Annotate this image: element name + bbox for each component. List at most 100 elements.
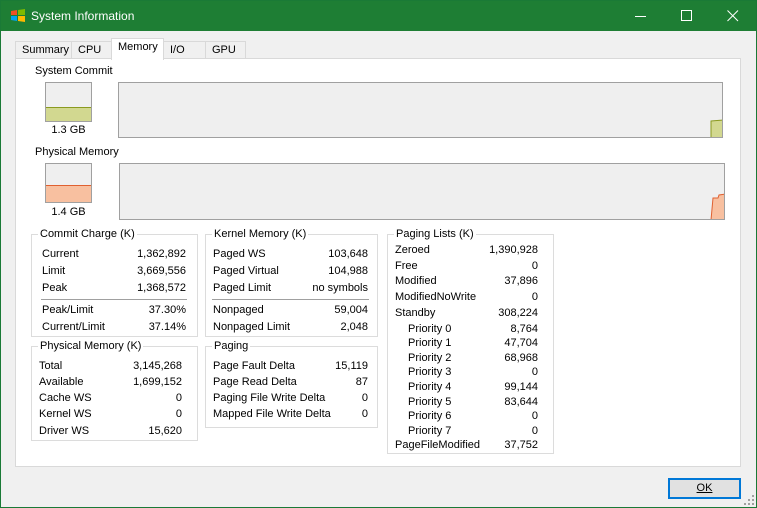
- pl-priority-6-row: Priority 6 0: [388, 409, 553, 423]
- system-commit-history-graph: [118, 82, 723, 138]
- minimize-icon: [635, 16, 646, 17]
- row-value: 1,699,152: [133, 376, 182, 388]
- physical-memory-label: Physical Memory: [35, 146, 119, 158]
- tab-io[interactable]: I/O: [163, 41, 206, 59]
- paging-read-delta-row: Page Read Delta 87: [206, 375, 377, 389]
- row-value: 15,620: [148, 425, 182, 437]
- row-value: 83,644: [504, 396, 538, 408]
- maximize-button[interactable]: [664, 1, 710, 31]
- row-label: Paged WS: [213, 248, 266, 260]
- pl-priority-4-row: Priority 4 99,144: [388, 380, 553, 394]
- row-value: 1,390,928: [489, 244, 538, 256]
- tab-gpu[interactable]: GPU: [205, 41, 246, 59]
- tab-cpu[interactable]: CPU: [71, 41, 112, 59]
- row-value: 0: [175, 408, 182, 420]
- window-title: System Information: [31, 9, 135, 23]
- system-commit-value: 1.3 GB: [51, 124, 86, 136]
- paging-group: Paging Page Fault Delta 15,119 Page Read …: [205, 340, 378, 428]
- tab-label: Summary: [22, 44, 70, 56]
- row-label: Kernel WS: [39, 408, 92, 420]
- row-value: no symbols: [312, 282, 368, 294]
- row-value: 104,988: [328, 265, 368, 277]
- paging-lists-title: Paging Lists (K): [394, 228, 476, 241]
- separator: [212, 299, 369, 300]
- pm-driver-ws-row: Driver WS 15,620: [32, 424, 197, 438]
- system-commit-history-line: [710, 119, 722, 137]
- maximize-icon: [681, 10, 692, 21]
- minimize-button[interactable]: [618, 1, 664, 31]
- row-value: 2,048: [340, 321, 368, 333]
- row-value: 37,896: [504, 275, 538, 287]
- close-icon: [727, 10, 739, 22]
- row-label: Nonpaged: [213, 304, 264, 316]
- row-label: Free: [395, 260, 418, 272]
- pm-cache-ws-row: Cache WS 0: [32, 391, 197, 405]
- system-commit-meter: [45, 82, 92, 122]
- paging-lists-group: Paging Lists (K) Zeroed 1,390,928 Free 0 M…: [387, 228, 554, 454]
- row-value: 3,145,268: [133, 360, 182, 372]
- row-value: 99,144: [504, 381, 538, 393]
- pl-free-row: Free 0: [388, 259, 553, 273]
- separator: [41, 299, 187, 300]
- pl-priority-1-row: Priority 1 47,704: [388, 336, 553, 350]
- km-paged-limit-row: Paged Limit no symbols: [206, 281, 377, 295]
- title-bar[interactable]: System Information: [1, 1, 756, 31]
- row-value: 0: [361, 408, 368, 420]
- row-label: Current/Limit: [42, 321, 105, 333]
- pl-priority-7-row: Priority 7 0: [388, 424, 553, 438]
- physical-memory-value: 1.4 GB: [51, 206, 86, 218]
- tab-label: CPU: [78, 44, 102, 56]
- row-value: 37.30%: [148, 304, 186, 316]
- row-label: Priority 5: [408, 396, 452, 408]
- row-value: 37,752: [504, 439, 538, 451]
- tab-memory[interactable]: Memory: [111, 38, 164, 60]
- pm-kernel-ws-row: Kernel WS 0: [32, 407, 197, 421]
- row-value: 0: [531, 425, 538, 437]
- resize-grip-icon[interactable]: [744, 495, 754, 505]
- row-label: Limit: [42, 265, 66, 277]
- row-value: 0: [531, 366, 538, 378]
- row-value: 0: [531, 260, 538, 272]
- row-label: Paged Limit: [213, 282, 272, 294]
- paging-title: Paging: [212, 340, 251, 353]
- tab-label: I/O: [170, 44, 185, 56]
- close-button[interactable]: [710, 1, 756, 31]
- km-nonpaged-row: Nonpaged 59,004: [206, 303, 377, 317]
- pl-modified-no-write-row: ModifiedNoWrite 0: [388, 290, 553, 304]
- pl-priority-2-row: Priority 2 68,968: [388, 351, 553, 365]
- row-label: Cache WS: [39, 392, 92, 404]
- physical-memory-meter: [45, 163, 92, 203]
- physical-memory-history-graph: [119, 163, 725, 220]
- km-paged-ws-row: Paged WS 103,648: [206, 247, 377, 261]
- row-label: Page Read Delta: [213, 376, 297, 388]
- row-value: 87: [355, 376, 368, 388]
- pm-available-row: Available 1,699,152: [32, 375, 197, 389]
- row-label: Priority 3: [408, 366, 452, 378]
- tab-label: Memory: [118, 41, 158, 53]
- row-label: Nonpaged Limit: [213, 321, 291, 333]
- commit-peak-limit-row: Peak/Limit 37.30%: [32, 303, 197, 317]
- pm-total-row: Total 3,145,268: [32, 359, 197, 373]
- row-label: Available: [39, 376, 84, 388]
- row-value: 37.14%: [148, 321, 186, 333]
- row-label: Current: [42, 248, 79, 260]
- row-value: 0: [175, 392, 182, 404]
- row-value: 1,362,892: [137, 248, 186, 260]
- paging-fault-delta-row: Page Fault Delta 15,119: [206, 359, 377, 373]
- row-value: 15,119: [335, 360, 368, 372]
- row-value: 47,704: [504, 337, 538, 349]
- row-label: Driver WS: [39, 425, 90, 437]
- row-label: Peak: [42, 282, 68, 294]
- tab-summary[interactable]: Summary: [15, 41, 72, 59]
- commit-limit-row: Limit 3,669,556: [32, 264, 197, 278]
- row-label: ModifiedNoWrite: [395, 291, 477, 303]
- paging-file-write-row: Paging File Write Delta 0: [206, 391, 377, 405]
- row-value: 68,968: [504, 352, 538, 364]
- row-label: Page Fault Delta: [213, 360, 295, 372]
- ok-button[interactable]: OK: [668, 478, 741, 499]
- km-nonpaged-limit-row: Nonpaged Limit 2,048: [206, 320, 377, 334]
- row-label: Priority 4: [408, 381, 452, 393]
- row-value: 1,368,572: [137, 282, 186, 294]
- row-value: 59,004: [334, 304, 368, 316]
